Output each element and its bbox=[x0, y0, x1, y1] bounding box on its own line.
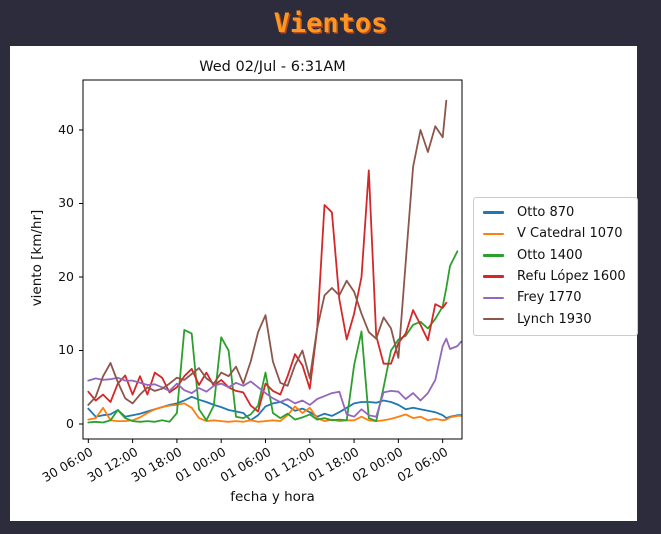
legend: Otto 870 V Catedral 1070 Otto 1400 Refu Lóp… bbox=[473, 197, 638, 336]
series-line-refu-l-pez-1600 bbox=[87, 169, 448, 413]
y-tick-label: 40 bbox=[58, 121, 74, 137]
legend-item: Refu López 1600 bbox=[474, 266, 637, 287]
y-tick-label: 20 bbox=[58, 268, 74, 284]
legend-label: Lynch 1930 bbox=[517, 311, 592, 327]
legend-item: V Catedral 1070 bbox=[474, 223, 637, 244]
legend-line-swatch bbox=[483, 232, 504, 236]
legend-item: Otto 870 bbox=[474, 202, 637, 223]
legend-line-swatch bbox=[483, 317, 504, 321]
plot-area bbox=[79, 79, 463, 443]
legend-label: Otto 870 bbox=[517, 205, 575, 221]
legend-item: Frey 1770 bbox=[474, 287, 637, 308]
page-title: Vientos bbox=[273, 7, 388, 39]
legend-label: Frey 1770 bbox=[517, 290, 582, 306]
legend-line-swatch bbox=[483, 253, 504, 257]
wind-chart-figure: Wed 02/Jul - 6:31AM viento [km/hr] fecha… bbox=[10, 46, 638, 521]
y-tick-label: 0 bbox=[66, 416, 74, 431]
y-axis-label: viento [km/hr] bbox=[29, 209, 45, 307]
legend-item: Lynch 1930 bbox=[474, 308, 637, 329]
legend-label: Refu López 1600 bbox=[517, 269, 626, 285]
chart-title: Wed 02/Jul - 6:31AM bbox=[199, 59, 346, 75]
series-line-otto-870 bbox=[87, 395, 463, 422]
legend-item: Otto 1400 bbox=[474, 245, 637, 266]
series-line-frey-1770 bbox=[87, 337, 463, 418]
series-line-lynch-1930 bbox=[87, 99, 448, 406]
legend-line-swatch bbox=[483, 275, 504, 278]
legend-line-swatch bbox=[483, 211, 504, 214]
x-axis-label: fecha y hora bbox=[230, 489, 315, 505]
legend-line-swatch bbox=[483, 296, 504, 300]
y-tick-label: 30 bbox=[58, 195, 74, 211]
series-line-v-catedral-1070 bbox=[87, 402, 463, 423]
y-tick-label: 10 bbox=[58, 342, 74, 358]
axes-spines bbox=[82, 79, 463, 440]
legend-label: V Catedral 1070 bbox=[517, 226, 623, 242]
legend-label: Otto 1400 bbox=[517, 247, 583, 263]
